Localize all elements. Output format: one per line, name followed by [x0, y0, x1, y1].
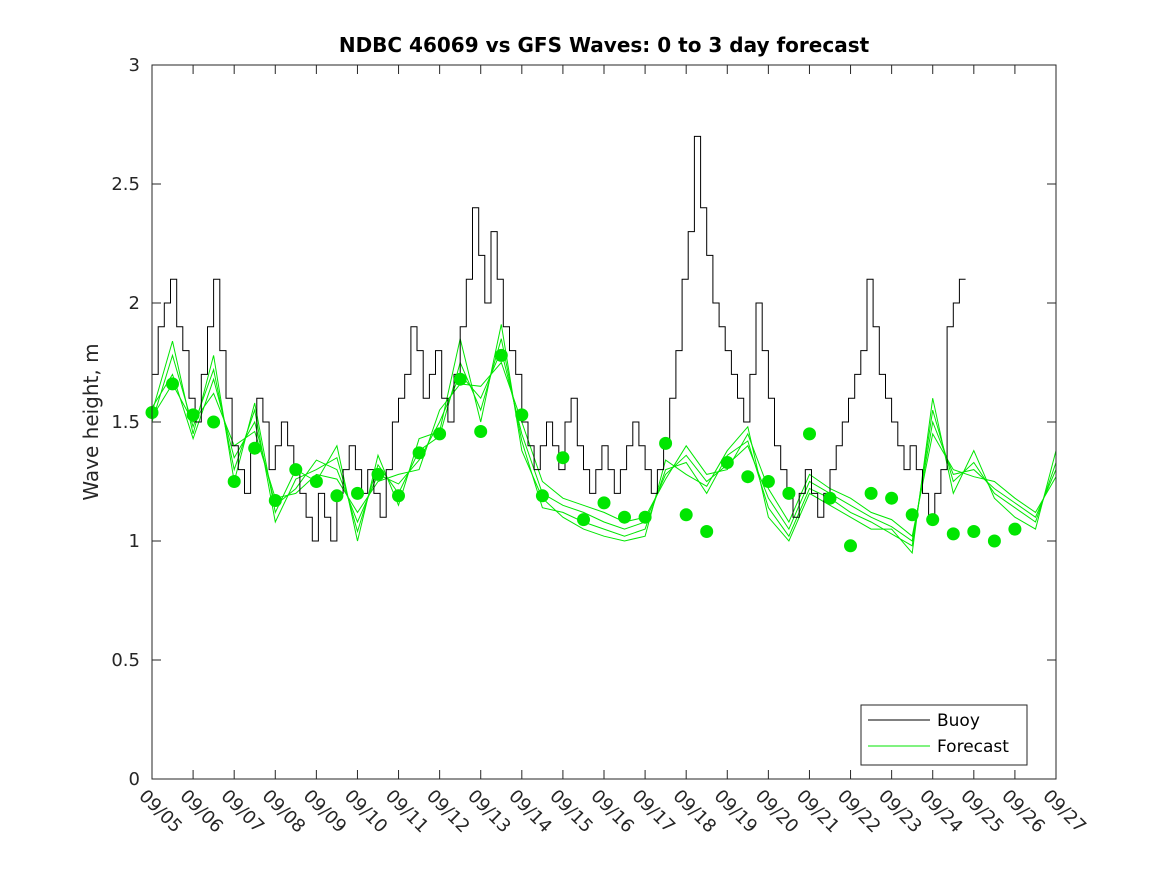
forecast-line [151, 338, 1057, 547]
chart-title: NDBC 46069 vs GFS Waves: 0 to 3 day fore… [339, 33, 870, 57]
forecast-marker [926, 513, 940, 527]
forecast-marker [885, 491, 899, 505]
forecast-line [151, 361, 1057, 538]
forecast-marker [371, 467, 385, 481]
forecast-marker [556, 451, 570, 465]
plot-area [152, 65, 1056, 779]
plot-frame [151, 64, 1057, 780]
forecast-marker [474, 425, 488, 438]
forecast-marker [844, 539, 857, 553]
forecast-marker [761, 475, 775, 488]
y-tick-label: 1.5 [111, 412, 140, 433]
forecast-marker [659, 436, 673, 450]
forecast-marker [720, 456, 734, 469]
forecast-line [151, 349, 1057, 542]
forecast-marker [535, 489, 549, 503]
y-tick-label: 1 [129, 531, 140, 552]
forecast-marker [1008, 522, 1022, 536]
y-tick-labels: 0 0.5 1 1.5 2 2.5 3 [111, 55, 140, 790]
forecast-marker [987, 534, 1001, 548]
forecast-marker [782, 486, 796, 500]
forecast-markers [145, 348, 1022, 553]
forecast-marker [207, 415, 221, 429]
forecast-marker [864, 486, 878, 500]
y-tick-label: 0 [129, 769, 140, 790]
forecast-marker [597, 496, 611, 510]
forecast-marker [618, 510, 631, 524]
forecast-marker [351, 486, 364, 500]
forecast-marker [248, 441, 262, 455]
forecast-marker [679, 508, 693, 522]
tick-marks [151, 64, 1057, 780]
forecast-marker [494, 348, 508, 362]
forecast-marker [453, 372, 467, 386]
forecast-marker [309, 475, 323, 488]
forecast-marker [577, 513, 590, 527]
legend-forecast-label: Forecast [937, 737, 1009, 757]
forecast-marker [905, 508, 919, 522]
forecast-marker [803, 427, 816, 441]
y-tick-label: 2.5 [111, 174, 140, 195]
forecast-marker [638, 510, 652, 524]
legend: Buoy Forecast [860, 704, 1028, 766]
forecast-marker [700, 525, 714, 538]
legend-box [860, 704, 1028, 766]
forecast-line [151, 324, 1057, 555]
forecast-marker [823, 491, 837, 505]
forecast-marker [330, 489, 344, 503]
legend-buoy-label: Buoy [937, 711, 980, 731]
y-tick-label: 3 [129, 55, 140, 76]
forecast-marker [515, 408, 529, 422]
forecast-marker [412, 446, 426, 460]
forecast-marker [433, 427, 447, 441]
y-tick-label: 2 [129, 293, 140, 314]
forecast-marker [186, 408, 200, 422]
forecast-marker [227, 475, 241, 488]
forecast-marker [268, 494, 282, 507]
forecast-marker [289, 463, 303, 477]
forecast-marker [392, 489, 405, 503]
y-axis-label: Wave height, m [79, 343, 103, 500]
y-tick-label: 0.5 [111, 650, 140, 671]
forecast-marker [741, 470, 755, 484]
forecast-marker [967, 525, 981, 538]
forecast-marker [946, 527, 960, 541]
forecast-series [151, 324, 1057, 555]
forecast-marker [166, 377, 179, 391]
